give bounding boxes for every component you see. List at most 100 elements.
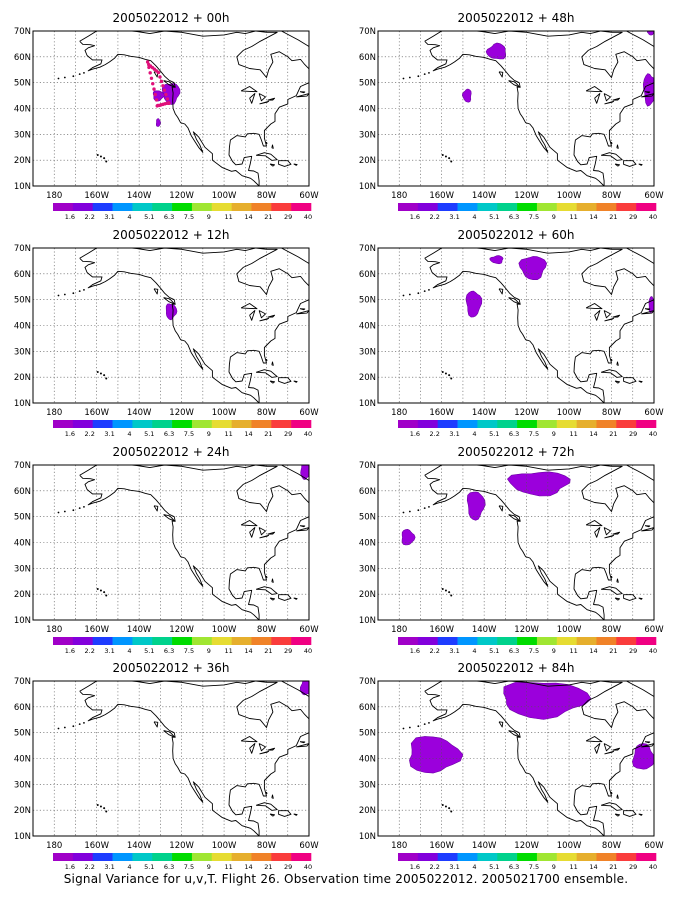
hawaii-island: [103, 807, 106, 810]
colorbar-label: 9: [207, 863, 211, 871]
latitude-label: 10N: [14, 399, 31, 409]
colorbar-label: 4: [472, 863, 476, 871]
aleutian-island: [417, 75, 420, 78]
latitude-label: 60N: [359, 270, 376, 280]
island-outline: [163, 297, 176, 305]
colorbar-swatch: [92, 203, 113, 211]
island-outline: [299, 91, 306, 94]
colorbar-swatch: [497, 420, 518, 428]
variance-shade-region: [646, 31, 654, 36]
variance-shade-region: [489, 255, 504, 265]
colorbar-label: 6.3: [509, 430, 519, 438]
observation-dot: [158, 75, 162, 79]
colorbar-swatch: [291, 420, 312, 428]
colorbar-label: 14: [244, 213, 252, 221]
island-outline: [623, 594, 637, 601]
colorbar-swatch: [437, 203, 458, 211]
map-frame: [377, 30, 655, 187]
colorbar-swatch: [112, 203, 133, 211]
colorbar: 1.6 2.2 3.1 4 5.1 6.3 7.5 9 11 14 21 29 40: [398, 853, 657, 871]
colorbar-swatch: [211, 637, 232, 645]
colorbar-label: 5.1: [144, 647, 154, 655]
latitude-label: 10N: [14, 616, 31, 626]
lake-outline: [267, 747, 276, 751]
map-area: [33, 681, 309, 836]
variance-shade-region: [156, 118, 162, 127]
hawaii-island: [448, 591, 451, 594]
hawaii-island: [450, 160, 453, 163]
colorbar-swatch: [536, 420, 558, 428]
longitude-label: 120W: [169, 191, 194, 201]
colorbar-label: 5.1: [489, 213, 499, 221]
map-area: [378, 681, 654, 836]
island-outline: [610, 791, 613, 794]
colorbar-label: 21: [264, 647, 272, 655]
latitude-label: 60N: [14, 53, 31, 63]
hawaii-island: [103, 591, 106, 594]
arctic-coast: [192, 460, 288, 464]
colorbar-label: 6.3: [164, 430, 174, 438]
longitude-label: 180: [391, 191, 407, 201]
colorbar-swatch: [636, 420, 657, 428]
colorbar-swatch: [556, 420, 577, 428]
lake-outline: [603, 743, 611, 752]
island-outline: [296, 310, 309, 315]
variance-shade-region: [507, 471, 571, 497]
aleutian-island: [78, 723, 81, 726]
lake-outline: [594, 93, 601, 104]
greenland-coast: [281, 31, 309, 47]
lake-outline: [259, 534, 270, 539]
longitude-label: 60W: [644, 625, 664, 635]
variance-shade-region: [518, 256, 548, 280]
longitude-label: 100W: [212, 841, 237, 851]
island-outline: [255, 802, 278, 811]
colorbar-swatch: [53, 203, 74, 211]
aleutian-island: [417, 725, 420, 728]
hawaii-island: [105, 810, 108, 813]
lake-outline: [603, 527, 611, 536]
island-outline: [610, 358, 613, 361]
latitude-label: 70N: [359, 27, 376, 37]
island-outline: [265, 141, 268, 144]
island-outline: [616, 578, 619, 583]
latitude-label: 30N: [359, 564, 376, 574]
latitude-label: 60N: [359, 53, 376, 63]
colorbar: 1.6 2.2 3.1 4 5.1 6.3 7.5 9 11 14 21 29 40: [53, 853, 312, 871]
colorbar-swatch: [251, 420, 272, 428]
hawaii-island: [450, 810, 453, 813]
observation-dot: [145, 60, 150, 64]
variance-shade-region: [466, 491, 486, 521]
colorbar-label: 1.6: [65, 863, 75, 871]
longitude-label: 140W: [472, 841, 497, 851]
aleutian-island: [57, 511, 60, 514]
lake-outline: [585, 86, 603, 93]
aleutian-island: [408, 726, 411, 729]
island-outline: [299, 741, 306, 744]
aleutian-island: [83, 505, 85, 508]
colorbar-swatch: [251, 853, 272, 861]
colorbar-label: 4: [127, 647, 131, 655]
aleutian-island: [83, 721, 85, 724]
island-outline: [655, 513, 669, 526]
latitude-label: 50N: [359, 296, 376, 306]
hawaii-island: [105, 160, 108, 163]
latitude-label: 70N: [14, 27, 31, 37]
latitude-label: 40N: [14, 322, 31, 332]
aleutian-island: [63, 510, 66, 513]
island-outline: [265, 575, 268, 578]
colorbar-label: 21: [609, 647, 617, 655]
colorbar-swatch: [636, 203, 657, 211]
lake-outline: [258, 743, 266, 752]
hawaii-island: [96, 154, 99, 156]
latitude-label: 70N: [359, 244, 376, 254]
greenland-coast: [626, 465, 654, 481]
colorbar-label: 40: [649, 430, 657, 438]
longitude-label: 160W: [84, 191, 109, 201]
latitude-label: 10N: [359, 616, 376, 626]
aleutian-island: [57, 727, 60, 730]
variance-shade-region: [409, 736, 464, 774]
colorbar-swatch: [172, 420, 193, 428]
colorbar-label: 3.1: [104, 213, 114, 221]
lake-outline: [604, 317, 615, 322]
lake-outline: [249, 527, 256, 538]
